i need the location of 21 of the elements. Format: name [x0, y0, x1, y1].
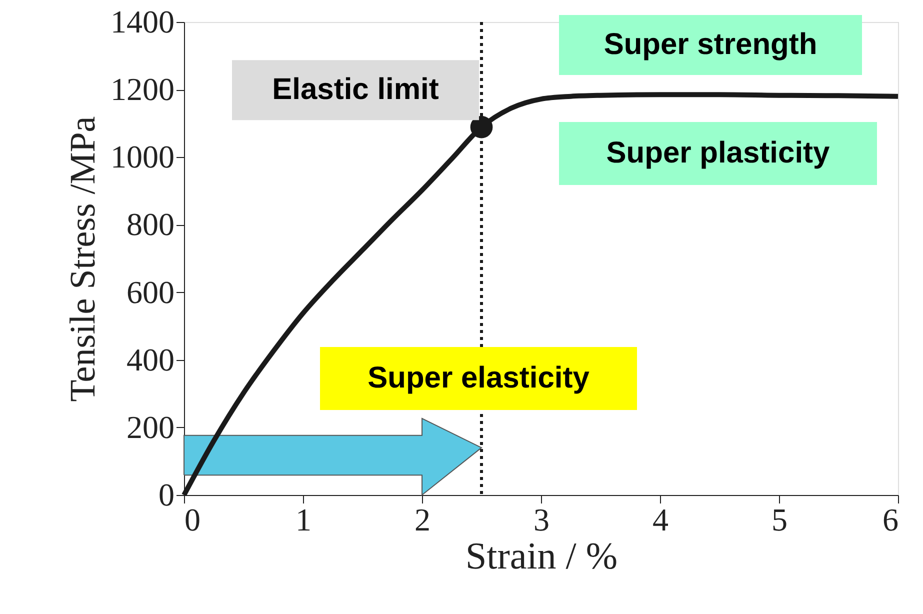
- annotation: Super plasticity: [606, 136, 830, 170]
- y-tick-label: 1200: [110, 71, 174, 108]
- x-axis-title: Strain / %: [466, 536, 618, 578]
- y-tick-label: 800: [126, 206, 174, 242]
- x-tick-label: 2: [414, 502, 430, 538]
- y-tick-label: 600: [126, 274, 174, 310]
- x-tick-label: 1: [296, 502, 312, 538]
- y-tick-label: 1000: [110, 138, 174, 175]
- annotation: Elastic limit: [272, 73, 439, 106]
- x-tick-label: 6: [882, 502, 898, 538]
- y-tick-label: 400: [126, 341, 174, 378]
- y-tick-label: 1400: [110, 4, 174, 40]
- annotation: Super elasticity: [368, 362, 590, 394]
- x-tick-label: 4: [652, 502, 668, 538]
- x-tick-label: 0: [184, 502, 200, 538]
- y-tick-label: 200: [126, 408, 174, 445]
- x-tick-label: 5: [772, 502, 788, 538]
- y-axis-title: Tensile Stress /MPa: [62, 116, 102, 402]
- x-tick-label: 3: [534, 502, 550, 538]
- annotation: Super strength: [604, 28, 818, 61]
- y-tick-label: 0: [158, 476, 174, 512]
